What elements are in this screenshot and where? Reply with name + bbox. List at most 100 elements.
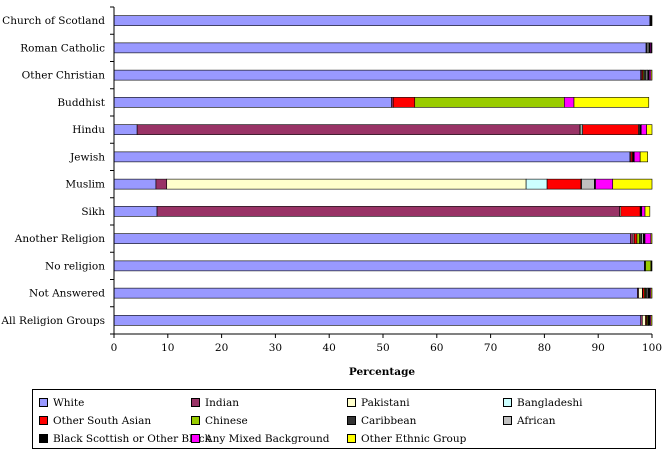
x-tick-label: 90 (592, 342, 605, 354)
bar-segment-white-5 (113, 151, 631, 163)
bar-segment-indian-8 (630, 233, 634, 244)
bar-segment-other-ethnic-group-3 (573, 97, 650, 108)
axis-layer: Church of Scotland Roman Catholic Other Ch… (0, 6, 662, 354)
x-tick-label: 0 (111, 342, 118, 354)
legend-item-white: White (39, 395, 84, 410)
bar-segment-other-south-asian-3 (392, 97, 416, 108)
bar-segment-other-south-asian-4 (582, 124, 639, 135)
bar-segment-any-mixed-background-7 (641, 206, 646, 217)
bar-segment-white-7 (113, 206, 158, 217)
bar-segment-white-1 (113, 42, 647, 54)
category-label: No religion (45, 260, 105, 272)
bar-segment-other-south-asian-6 (546, 178, 582, 190)
bar-segment-pakistani-11 (642, 315, 646, 326)
bar-segment-other-south-asian-7 (620, 206, 641, 217)
bar-segment-indian-4 (136, 124, 581, 135)
legend-swatch (39, 416, 48, 425)
legend-swatch (191, 398, 200, 407)
x-tick-label: 20 (215, 342, 228, 354)
x-tick-label: 60 (430, 342, 443, 354)
bar-segment-caribbean-8 (639, 233, 643, 244)
bar-segment-any-mixed-background-6 (595, 178, 614, 190)
legend-swatch (191, 434, 200, 443)
category-label: Other Christian (22, 70, 106, 82)
x-tick-label: 100 (642, 342, 662, 354)
bar-segment-other-ethnic-group-0 (651, 15, 653, 26)
legend-label: Pakistani (361, 396, 410, 409)
legend-item-other-ethnic-group: Other Ethnic Group (347, 431, 466, 446)
bar-segment-caribbean-2 (643, 69, 647, 81)
bar-segment-chinese-8 (636, 233, 640, 244)
category-label: Muslim (65, 179, 105, 191)
category-label: Hindu (72, 124, 105, 136)
bar-segment-bangladeshi-6 (525, 178, 548, 190)
legend-item-black-scottish-or-other-black: Black Scottish or Other Black (39, 431, 211, 446)
bar-segment-pakistani-6 (166, 178, 527, 190)
x-tick-label: 30 (269, 342, 282, 354)
legend-item-bangladeshi: Bangladeshi (503, 395, 583, 410)
x-tick-label: 10 (161, 342, 174, 354)
legend-swatch (503, 416, 512, 425)
category-label: Buddhist (57, 97, 105, 109)
bar-segment-other-ethnic-group-11 (650, 315, 653, 326)
legend-swatch (39, 434, 48, 443)
legend-item-other-south-asian: Other South Asian (39, 413, 151, 428)
legend-label: Caribbean (361, 414, 417, 427)
legend-swatch (347, 398, 356, 407)
bar-segment-indian-6 (155, 178, 168, 190)
bar-segment-chinese-3 (414, 97, 565, 108)
x-tick-label: 80 (538, 342, 551, 354)
x-tick-label: 50 (376, 342, 389, 354)
bar-segment-other-ethnic-group-10 (650, 287, 653, 299)
bar-segment-indian-7 (156, 206, 621, 217)
bar-segment-white-10 (113, 287, 638, 299)
legend-swatch (347, 434, 356, 443)
bar-segment-white-9 (113, 260, 645, 272)
bar-segment-other-ethnic-group-6 (612, 178, 653, 190)
x-tick-label: 40 (323, 342, 336, 354)
legend-label: Bangladeshi (517, 396, 583, 409)
bar-segment-other-ethnic-group-7 (644, 206, 651, 217)
legend-label: Indian (205, 396, 240, 409)
category-label: Church of Scotland (2, 15, 105, 27)
bars-layer (113, 15, 653, 326)
category-label: Jewish (69, 151, 105, 163)
legend-label: Any Mixed Background (205, 432, 330, 445)
legend-item-african: African (503, 413, 556, 428)
legend-swatch (347, 416, 356, 425)
bar-segment-other-ethnic-group-2 (650, 69, 653, 81)
bar-segment-any-mixed-background-8 (644, 233, 652, 244)
legend-item-indian: Indian (191, 395, 239, 410)
legend-label: Chinese (205, 414, 248, 427)
bar-segment-white-0 (113, 15, 651, 26)
bar-segment-any-mixed-background-4 (640, 124, 647, 135)
x-axis-title: Percentage (349, 366, 416, 378)
bar-segment-white-2 (113, 69, 642, 81)
legend-item-pakistani: Pakistani (347, 395, 410, 410)
category-label: All Religion Groups (0, 315, 105, 327)
legend-label: Other South Asian (53, 414, 152, 427)
bar-segment-white-8 (113, 233, 631, 244)
bar-segment-other-ethnic-group-8 (650, 233, 653, 244)
bar-segment-any-mixed-background-3 (564, 97, 575, 108)
bar-segment-any-mixed-background-5 (633, 151, 641, 163)
bar-segment-other-south-asian-8 (633, 233, 638, 244)
legend-label: Other Ethnic Group (361, 432, 467, 445)
legend-item-caribbean: Caribbean (347, 413, 416, 428)
legend-item-any-mixed-background: Any Mixed Background (191, 431, 329, 446)
bar-segment-other-ethnic-group-9 (651, 260, 653, 272)
bar-segment-pakistani-10 (638, 287, 643, 299)
bar-segment-african-6 (581, 178, 595, 190)
x-tick-label: 70 (484, 342, 497, 354)
bar-segment-other-ethnic-group-4 (646, 124, 653, 135)
legend-label: White (53, 396, 85, 409)
legend-label: Black Scottish or Other Black (53, 432, 212, 445)
category-label: Sikh (81, 206, 105, 218)
bar-segment-chinese-9 (645, 260, 652, 272)
bar-segment-other-ethnic-group-1 (651, 42, 653, 54)
category-label: Another Religion (14, 233, 105, 245)
legend-swatch (503, 398, 512, 407)
legend-swatch (191, 416, 200, 425)
category-label: Not Answered (29, 288, 105, 300)
